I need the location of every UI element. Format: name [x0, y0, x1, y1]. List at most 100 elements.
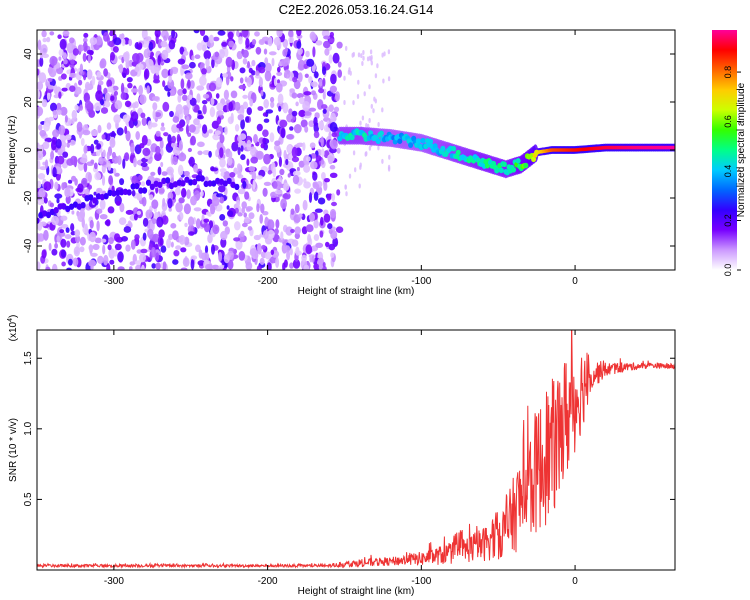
spectrogram-noise-blob — [276, 30, 283, 38]
spectrogram-noise-blob — [140, 112, 146, 119]
spectrogram-noise-blob — [101, 175, 106, 186]
spectrogram-noise-blob — [47, 66, 53, 75]
spectrogram-noise-blob — [337, 61, 342, 68]
spectrogram-noise-blob — [120, 82, 125, 94]
spectrogram-noise-blob — [197, 115, 204, 120]
spectrogram-noise-blob — [155, 252, 160, 261]
snr-xlabel: Height of straight line (km) — [298, 586, 415, 597]
spectrogram-ridge-point — [378, 130, 384, 137]
spectrogram-noise-blob — [106, 122, 112, 130]
spectrogram-noise-blob — [52, 109, 58, 116]
spectrogram-noise-blob — [89, 231, 96, 243]
spectrogram-noise-blob — [201, 44, 207, 52]
spectrogram-ridge-point — [523, 162, 529, 169]
snr-ylabel: SNR (10 * v/v) — [8, 418, 19, 482]
spectrogram-noise-blob — [88, 50, 94, 56]
spectrogram-noise-blob — [63, 59, 68, 65]
spectrogram-noise-blob — [116, 127, 124, 136]
spectrogram-noise-blob — [279, 119, 288, 128]
spectrogram-noise-blob — [215, 77, 223, 88]
spectrogram-noise-blob — [160, 40, 168, 48]
spectrogram-noise-blob — [263, 118, 270, 123]
spectrogram-noise-blob — [308, 192, 313, 203]
spectrogram-noise-blob — [280, 128, 286, 139]
spectrogram-noise-blob — [74, 86, 82, 95]
spectrogram-noise-blob — [219, 147, 224, 159]
spectrogram-noise-blob — [37, 199, 43, 206]
spectrogram-noise-blob — [104, 92, 111, 103]
spectrogram-noise-blob — [96, 208, 103, 214]
spectrogram-noise-blob — [71, 175, 77, 182]
spectrogram-noise-blob — [204, 223, 211, 233]
spectrogram-noise-blob — [60, 106, 68, 116]
spectrogram-noise-blob — [194, 54, 201, 59]
spectrogram-secondary-track — [142, 187, 148, 194]
spectrogram-noise-blob — [130, 111, 139, 122]
spectrogram-noise-blob — [240, 230, 245, 237]
spectrogram-noise-blob — [257, 247, 262, 255]
spectrogram-noise-blob — [125, 130, 131, 142]
spectrogram-noise-blob — [178, 140, 183, 152]
spectrogram-noise-blob — [114, 248, 118, 257]
spectrogram-noise-blob — [322, 77, 326, 87]
spectrogram-noise-blob — [272, 167, 277, 178]
spectrogram-noise-blob — [137, 42, 143, 49]
spectrogram-noise-blob — [70, 231, 76, 236]
spectrogram-noise-blob — [151, 263, 156, 269]
spectrogram-noise-blob — [134, 101, 139, 109]
snr-ytick-label: 1.5 — [23, 351, 34, 365]
spectrogram-noise-blob — [201, 68, 207, 75]
spectrogram-noise-blob — [285, 158, 289, 166]
spectrogram-noise-blob — [98, 156, 104, 165]
spectrogram-noise-blob — [308, 77, 312, 84]
spectrogram-noise-blob — [79, 63, 84, 75]
spectrogram-ridge-point — [672, 145, 675, 150]
spectrogram-noise-blob — [231, 141, 239, 152]
colorbar-tick-label: 0.6 — [723, 115, 733, 128]
spectrogram-noise-blob — [295, 246, 300, 256]
spectrogram-noise-blob — [251, 39, 257, 45]
spectrogram-noise-blob — [274, 189, 283, 195]
spectrogram-noise-blob — [322, 66, 327, 75]
spectrogram-noise-blob — [182, 88, 187, 95]
spectrogram-noise-blob — [59, 229, 65, 234]
colorbar-gradient — [712, 30, 737, 270]
spectrogram-noise-blob — [172, 156, 179, 166]
spectrogram-noise-blob — [52, 129, 60, 138]
spectrogram-noise-blob — [128, 38, 133, 47]
spectrogram-noise-blob — [106, 263, 111, 270]
spectrogram-noise-blob — [114, 100, 123, 110]
spectrogram-ytick-label: -20 — [23, 190, 34, 205]
spectrogram-sparse-blob — [361, 115, 365, 121]
spectrogram-secondary-track — [138, 187, 144, 194]
spectrogram-noise-blob — [274, 228, 279, 235]
spectrogram-noise-blob — [77, 44, 84, 52]
spectrogram-noise-blob — [290, 208, 295, 215]
spectrogram-noise-blob — [197, 141, 205, 148]
spectrogram-noise-blob — [139, 94, 147, 105]
spectrogram-noise-blob — [103, 32, 109, 42]
spectrogram-noise-blob — [169, 110, 174, 118]
spectrogram-noise-blob — [248, 166, 256, 172]
spectrogram-noise-blob — [234, 101, 241, 111]
spectrogram-noise-blob — [106, 151, 110, 161]
spectrogram-noise-blob — [214, 130, 221, 136]
spectrogram-noise-blob — [321, 172, 326, 180]
spectrogram-ridge-point — [501, 161, 507, 168]
spectrogram-noise-blob — [336, 189, 341, 196]
spectrogram-noise-blob — [196, 85, 205, 91]
spectrogram-noise-blob — [157, 55, 161, 66]
spectrogram-noise-blob — [273, 77, 278, 87]
spectrogram-noise-blob — [321, 148, 325, 158]
spectrogram-noise-blob — [118, 217, 127, 226]
spectrogram-noise-blob — [318, 120, 324, 130]
spectrogram-noise-blob — [88, 259, 96, 267]
spectrogram-noise-blob — [195, 244, 201, 253]
spectrogram-noise-blob — [82, 52, 87, 63]
spectrogram-noise-blob — [236, 50, 243, 60]
spectrogram-secondary-track — [103, 193, 109, 200]
spectrogram-ridge-point — [428, 138, 434, 145]
spectrogram-secondary-track — [72, 201, 78, 208]
spectrogram-noise-blob — [215, 93, 220, 99]
spectrogram-secondary-track — [134, 182, 140, 190]
